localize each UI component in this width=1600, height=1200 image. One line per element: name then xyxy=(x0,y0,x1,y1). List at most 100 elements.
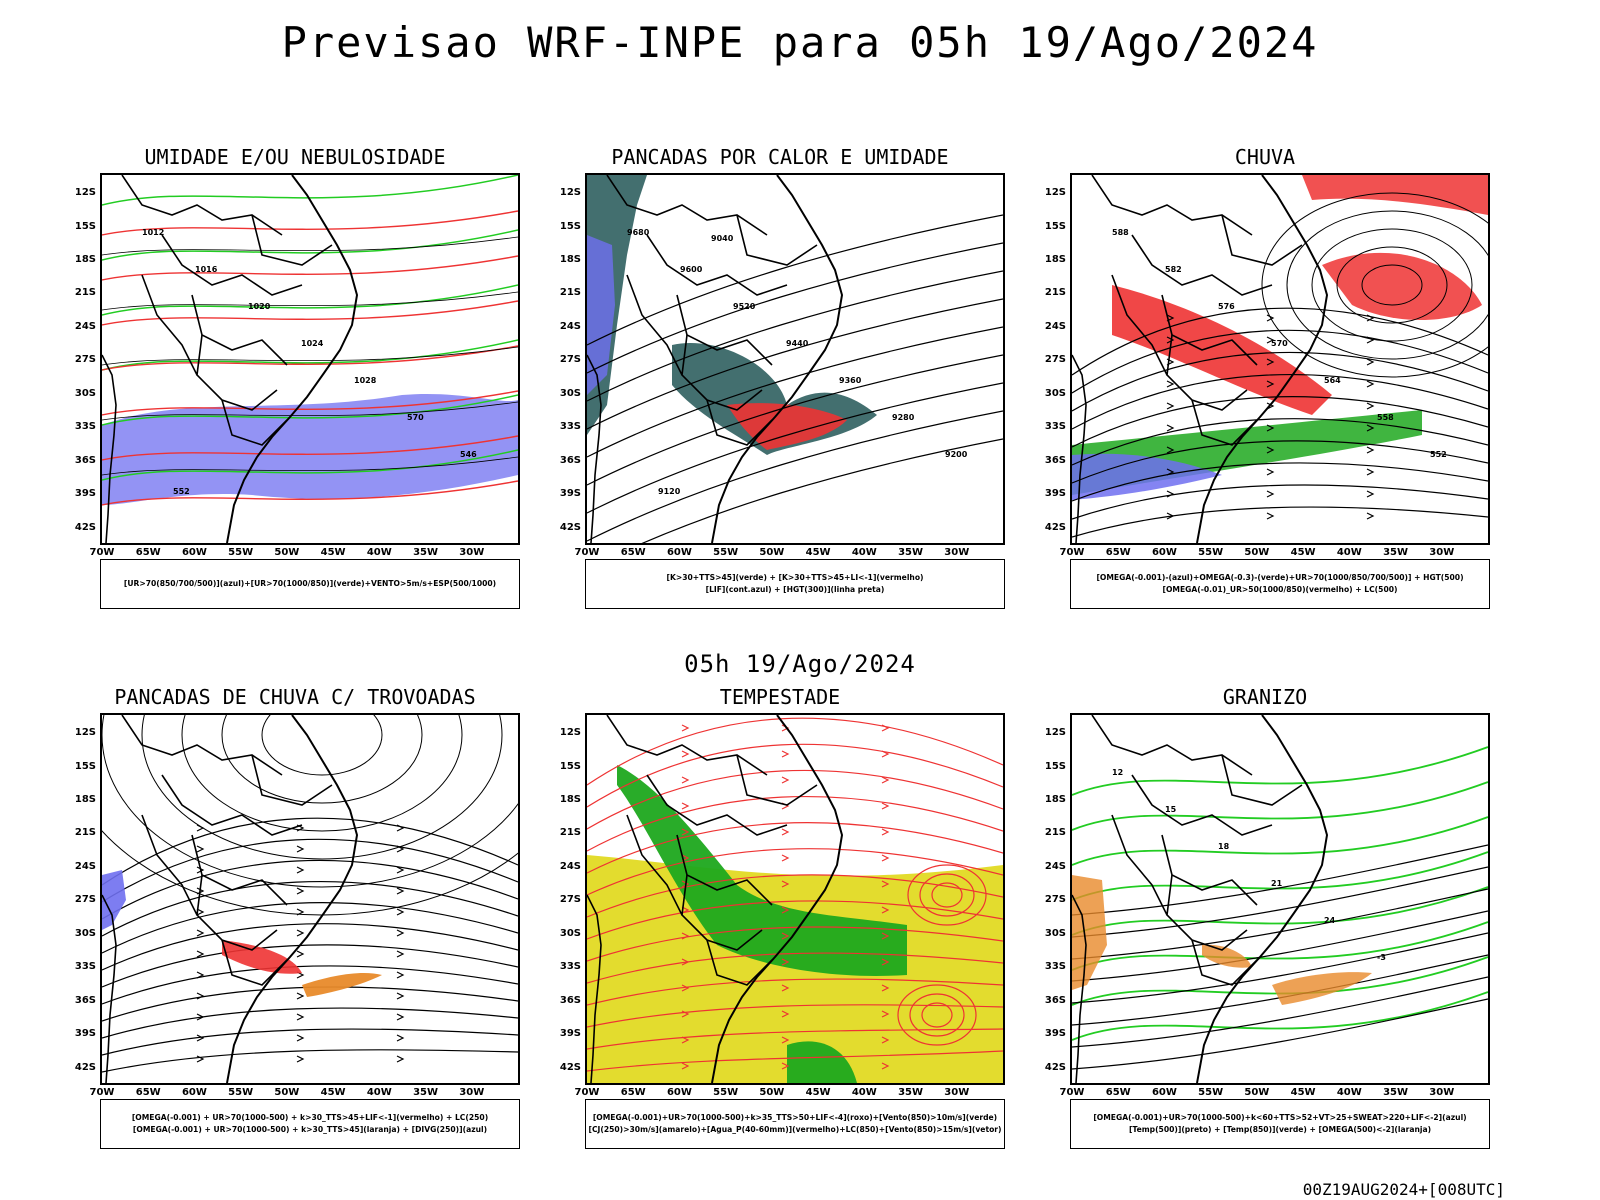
longitude-label: 70W xyxy=(1059,547,1085,558)
streamline-arrow xyxy=(681,802,690,810)
latitude-label: 39S xyxy=(559,1028,581,1040)
longitude-label: 50W xyxy=(759,1087,785,1098)
contour-label: 552 xyxy=(1430,450,1447,459)
latitude-label: 24S xyxy=(559,320,581,332)
legend-line: [OMEGA(-0.001) + UR>70(1000-500) + k>30_… xyxy=(132,1125,488,1134)
map-frame: 12 15 18 21 24 -3 xyxy=(1070,713,1490,1085)
streamline xyxy=(587,717,1003,786)
coastline-west xyxy=(1072,354,1087,543)
border-line xyxy=(141,274,198,376)
latitude-label: 21S xyxy=(1044,827,1066,839)
streamline-arrow xyxy=(1366,512,1375,520)
contour-label: 582 xyxy=(1165,265,1182,274)
thickness-red-contour xyxy=(102,300,518,326)
border-line xyxy=(191,294,288,366)
latitude-label: 30S xyxy=(1044,387,1066,399)
latitude-label: 12S xyxy=(1044,727,1066,739)
legend-line: [UR>70(850/700/500)](azul)+[UR>70(1000/8… xyxy=(123,579,497,588)
streamline-arrow xyxy=(296,866,305,874)
streamline-vortex xyxy=(907,864,987,926)
contour-label: 558 xyxy=(1377,413,1394,422)
hgt500-contour xyxy=(1361,264,1423,306)
longitude-label: 40W xyxy=(1336,1087,1362,1098)
streamline-arrow xyxy=(781,880,790,888)
coastline xyxy=(226,715,359,1083)
longitude-label: 45W xyxy=(805,547,831,558)
streamline xyxy=(587,1028,1003,1050)
latitude-label: 15S xyxy=(559,220,581,232)
streamline-arrow xyxy=(296,1034,305,1042)
streamline-arrow xyxy=(1366,468,1375,476)
streamline-arrow xyxy=(881,1062,890,1070)
latitude-label: 27S xyxy=(559,354,581,366)
longitude-label: 35W xyxy=(898,1087,924,1098)
streamline xyxy=(261,715,383,776)
contour-label: 1016 xyxy=(195,265,218,274)
border-line xyxy=(736,214,818,266)
latitude-label: 42S xyxy=(1044,521,1066,533)
longitude-label: 50W xyxy=(759,547,785,558)
border-line xyxy=(1131,774,1273,836)
streamline-arrow xyxy=(681,828,690,836)
streamline xyxy=(181,715,463,832)
rain-red-fill xyxy=(1302,175,1488,215)
streamline-arrow xyxy=(781,984,790,992)
streamline-arrow xyxy=(196,929,205,937)
longitude-label: 60W xyxy=(1151,547,1177,558)
latitude-label: 24S xyxy=(74,860,96,872)
longitude-label: 30W xyxy=(944,1087,970,1098)
coastline xyxy=(1196,715,1329,1083)
border-line xyxy=(1091,715,1253,776)
longitude-label: 55W xyxy=(1198,547,1224,558)
streamline xyxy=(102,1007,518,1039)
latitude-label: 15S xyxy=(1044,220,1066,232)
streamline-arrow xyxy=(1166,490,1175,498)
border-line xyxy=(251,754,333,806)
map-frame xyxy=(100,713,520,1085)
humidity-green-contour xyxy=(102,449,518,481)
map-frame xyxy=(585,713,1005,1085)
border-line xyxy=(1191,939,1258,986)
latitude-label: 30S xyxy=(559,387,581,399)
streamline-arrow xyxy=(881,750,890,758)
pressure-contour xyxy=(102,401,518,421)
omega500-orange xyxy=(1072,875,1107,990)
legend-box: [OMEGA(-0.001)-(azul)+OMEGA(-0.3)-(verde… xyxy=(1070,559,1490,609)
legend-line: [K>30+TTS>45](verde) + [K>30+TTS>45+LI<-… xyxy=(666,573,924,582)
longitude-label: 70W xyxy=(574,1087,600,1098)
model-run-stamp: 00Z19AUG2024+[008UTC] xyxy=(1302,1180,1505,1199)
streamline-arrow xyxy=(681,906,690,914)
temp500-contour xyxy=(1072,866,1488,938)
streamline-arrow xyxy=(881,802,890,810)
hgt500-contour xyxy=(1261,192,1488,378)
border-line xyxy=(1131,234,1273,296)
streamline xyxy=(587,1004,1003,1028)
latitude-label: 18S xyxy=(74,793,96,805)
streamline-arrow xyxy=(781,828,790,836)
streamline-arrow xyxy=(196,845,205,853)
map-canvas: 9680 9600 9520 9440 9360 9280 9200 9120 9040 xyxy=(587,175,1003,543)
longitude-label: 60W xyxy=(181,547,207,558)
panel-title: GRANIZO xyxy=(1222,685,1308,709)
longitude-label: 65W xyxy=(620,547,646,558)
streamline-arrow xyxy=(881,1036,890,1044)
map-canvas: 1012 1016 1020 1024 1028 570 546 552 xyxy=(102,175,518,543)
border-line xyxy=(1221,754,1303,806)
streamline-arrow xyxy=(396,887,405,895)
streamline-arrow xyxy=(1266,402,1275,410)
latitude-label: 12S xyxy=(74,727,96,739)
contour-label: 9200 xyxy=(945,450,968,459)
hgt300-contour xyxy=(587,298,1003,430)
border-line xyxy=(646,774,788,836)
latitude-label: 24S xyxy=(559,860,581,872)
map-canvas xyxy=(102,715,518,1083)
streamline-arrow xyxy=(781,1062,790,1070)
streamline-arrow xyxy=(1266,336,1275,344)
streamline xyxy=(1072,462,1488,502)
longitude-label: 30W xyxy=(1429,547,1455,558)
border-line xyxy=(221,939,288,986)
streamline-arrow xyxy=(1366,336,1375,344)
streamline-arrow xyxy=(1266,358,1275,366)
streamline-arrow xyxy=(1166,402,1175,410)
longitude-label: 40W xyxy=(1336,547,1362,558)
